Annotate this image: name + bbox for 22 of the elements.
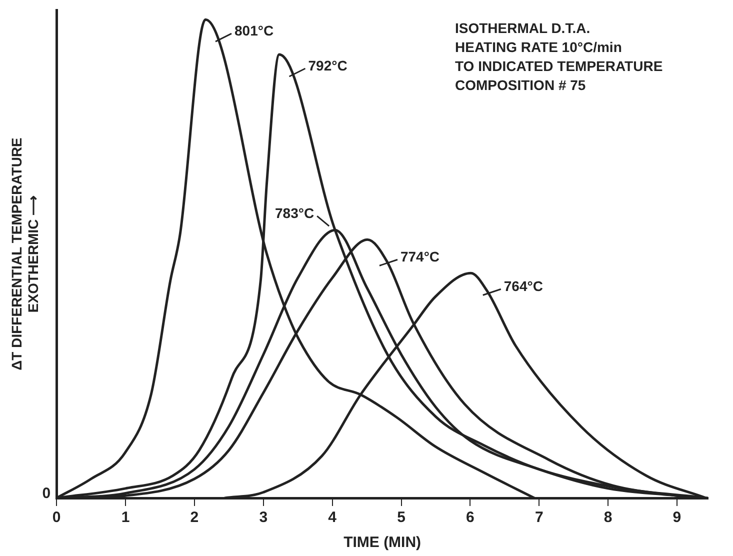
x-tick-label: 3 — [259, 509, 268, 526]
x-tick-label: 8 — [604, 509, 612, 526]
annotation: 0 — [42, 485, 51, 502]
x-tick-label: 6 — [466, 509, 474, 526]
x-axis-title: TIME (MIN) — [344, 534, 422, 552]
legend-label: 764°C — [504, 278, 543, 294]
legend-label: 801°C — [234, 22, 274, 38]
annotation: COMPOSITION # 75 — [455, 76, 586, 93]
x-tick-label: 4 — [328, 509, 338, 526]
x-tick-label: 1 — [121, 509, 130, 526]
annotation: HEATING RATE 10°C/min — [455, 38, 622, 55]
series-label: 783°C — [275, 204, 314, 221]
x-tick-label: 9 — [672, 509, 682, 526]
x-tick-label: 7 — [534, 509, 544, 526]
annotation: ISOTHERMAL D.T.A. — [455, 20, 590, 36]
legend-label: 792°C — [308, 57, 348, 74]
annotation: TO INDICATED TEMPERATURE — [455, 58, 663, 74]
x-tick-label: 5 — [397, 509, 406, 526]
series-label: 774°C — [400, 248, 440, 265]
x-tick-label: 0 — [52, 509, 61, 526]
x-tick-label: 2 — [190, 509, 199, 526]
y-axis-title: ΔT DIFFERENTIAL TEMPERATURE EXOTHERMIC ⟶ — [8, 138, 42, 370]
